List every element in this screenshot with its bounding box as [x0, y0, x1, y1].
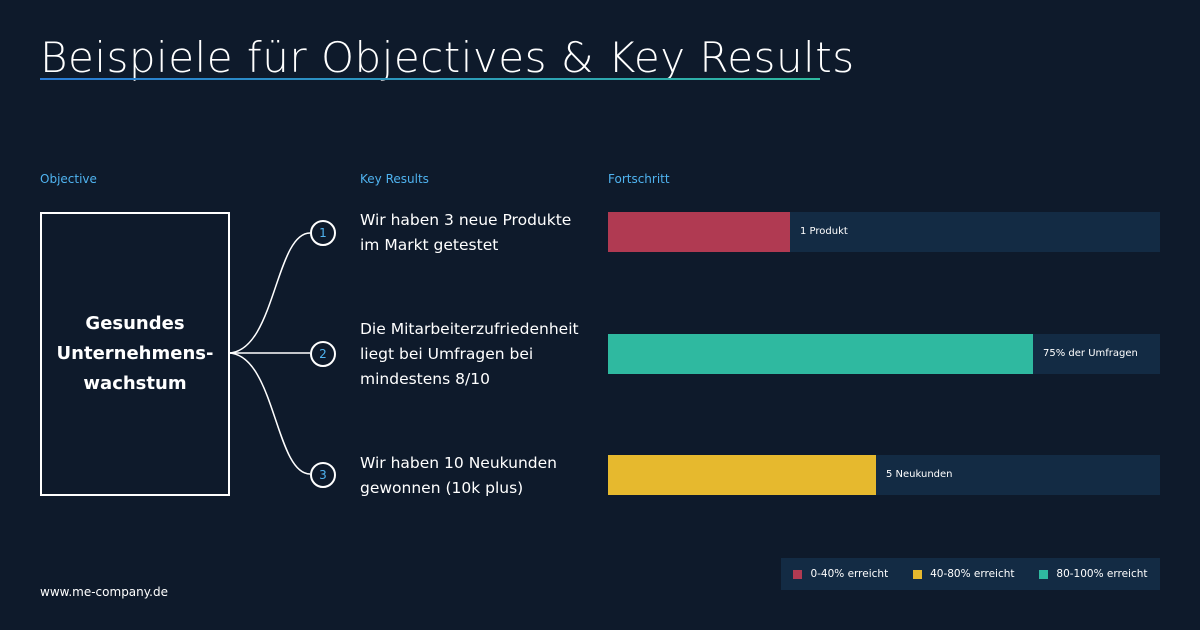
legend-label: 0-40% erreicht: [810, 568, 889, 580]
legend-swatch: [1039, 569, 1049, 579]
legend: 0-40% erreicht 40-80% erreicht 80-100% e…: [781, 558, 1160, 590]
connector-line-1: [227, 232, 311, 354]
legend-label: 40-80% erreicht: [930, 568, 1015, 580]
legend-item: 40-80% erreicht: [913, 568, 1015, 580]
progress-bar-track: 1 Produkt: [608, 212, 1160, 252]
progress-bar-label: 1 Produkt: [800, 226, 848, 237]
column-label-key-results: Key Results: [360, 172, 429, 186]
progress-bar-track: 75% der Umfragen: [608, 334, 1160, 374]
objective-text: Gesundes Unternehmens- wachstum: [56, 313, 214, 394]
progress-bar-fill: [608, 212, 790, 252]
title-underline: [40, 78, 820, 80]
legend-swatch: [913, 569, 923, 579]
legend-item: 80-100% erreicht: [1039, 568, 1148, 580]
key-result-text: Die Mitarbeiterzufriedenheit liegt bei U…: [360, 320, 579, 388]
key-result-number: 2: [310, 341, 336, 367]
progress-bar-track: 5 Neukunden: [608, 455, 1160, 495]
progress-bar-label: 5 Neukunden: [886, 469, 953, 480]
objective-box: Gesundes Unternehmens- wachstum: [40, 212, 230, 496]
footer-url: www.me-company.de: [40, 585, 168, 599]
legend-item: 0-40% erreicht: [793, 568, 888, 580]
key-result-number: 1: [310, 220, 336, 246]
progress-bar-fill: [608, 455, 876, 495]
legend-label: 80-100% erreicht: [1056, 568, 1148, 580]
legend-swatch: [793, 569, 803, 579]
key-result-number: 3: [310, 462, 336, 488]
key-result-text: Wir haben 10 Neukunden gewonnen (10k plu…: [360, 454, 557, 497]
page-title: Beispiele für Objectives & Key Results: [40, 33, 855, 82]
column-label-objective: Objective: [40, 172, 97, 186]
progress-bar-fill: [608, 334, 1033, 374]
column-label-progress: Fortschritt: [608, 172, 670, 186]
key-result-text: Wir haben 3 neue Produkte im Markt getes…: [360, 211, 572, 254]
connector-line-3: [227, 352, 311, 475]
progress-bar-label: 75% der Umfragen: [1043, 348, 1138, 359]
